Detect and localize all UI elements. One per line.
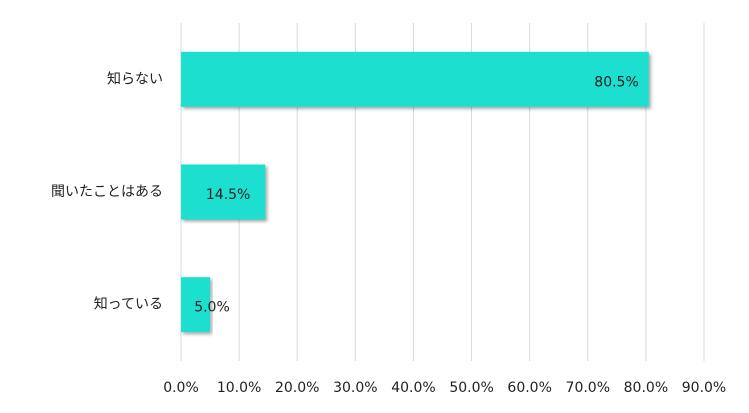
data-label: 14.5% [206,187,250,203]
bar [181,51,649,107]
x-tick-label: 70.0% [566,380,610,396]
x-tick-label: 80.0% [624,380,668,396]
y-tick-label: 知らない [107,70,163,87]
data-label: 5.0% [194,300,230,316]
x-tick-label: 0.0% [163,380,199,396]
x-tick-label: 30.0% [333,380,377,396]
x-tick-label: 90.0% [682,380,726,396]
x-tick-label: 60.0% [507,380,551,396]
data-label: 80.5% [594,74,638,90]
y-tick-label: 知っている [94,296,163,313]
x-tick-label: 20.0% [275,380,319,396]
bar [181,164,266,220]
bar [181,277,211,333]
x-tick-label: 40.0% [391,380,435,396]
y-tick-label: 聞いたことはある [51,184,163,200]
x-tick-label: 10.0% [217,380,261,396]
x-tick-label: 50.0% [449,380,493,396]
